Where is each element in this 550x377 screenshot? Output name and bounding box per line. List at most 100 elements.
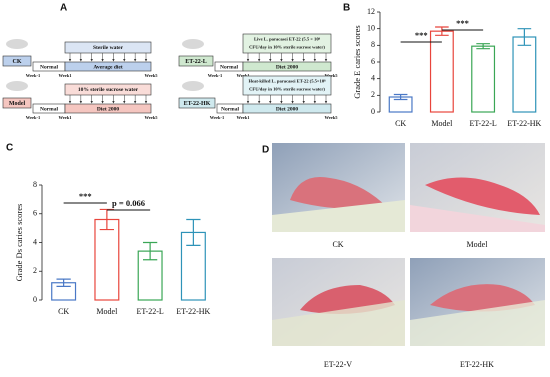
y-tick-label: 12 bbox=[367, 7, 375, 16]
treatment-box bbox=[64, 41, 152, 54]
x-tick-label: CK bbox=[58, 307, 69, 316]
arrow-head bbox=[302, 101, 305, 104]
arrow-head bbox=[90, 59, 93, 62]
week-label: Week-1 bbox=[210, 115, 225, 120]
x-tick-label: ET-22-L bbox=[469, 119, 496, 128]
photo-base bbox=[410, 300, 545, 346]
treatment-label: 10% sterile sucrose water bbox=[78, 87, 139, 93]
week-label: Week1 bbox=[237, 115, 251, 120]
mouse-icon bbox=[182, 81, 204, 91]
arrow-head bbox=[269, 101, 272, 104]
diet-box bbox=[242, 61, 332, 72]
arrow-head bbox=[68, 101, 72, 104]
y-tick-label: 2 bbox=[33, 266, 37, 275]
arrow-head bbox=[101, 101, 104, 104]
arrow-head bbox=[112, 59, 115, 62]
arrow-head bbox=[291, 101, 294, 104]
significance-label: *** bbox=[79, 191, 92, 201]
arrow-head bbox=[133, 59, 137, 62]
y-tick-label: 6 bbox=[371, 57, 375, 66]
diet-label: Diet 2000 bbox=[276, 106, 298, 112]
panel-label: D bbox=[262, 145, 269, 156]
x-tick-label: ET-22-HK bbox=[507, 119, 541, 128]
arrow-head bbox=[280, 101, 283, 104]
diet-box bbox=[64, 61, 152, 72]
panel-label: B bbox=[343, 3, 350, 14]
significance-label: p = 0.066 bbox=[112, 198, 145, 208]
photo-jaw bbox=[430, 284, 535, 312]
week-label: Week1 bbox=[237, 73, 251, 78]
arrow-head bbox=[79, 101, 83, 104]
y-tick-label: 8 bbox=[33, 180, 37, 189]
week-label: Week-1 bbox=[26, 115, 41, 120]
arrow-head bbox=[79, 59, 83, 62]
week-label: Week1 bbox=[59, 115, 73, 120]
error-bar bbox=[476, 43, 490, 50]
group-box bbox=[2, 97, 32, 109]
error-bar bbox=[393, 93, 408, 101]
arrow-head bbox=[90, 101, 93, 104]
y-tick-label: 0 bbox=[33, 295, 37, 304]
error-bar bbox=[517, 28, 532, 46]
y-tick-label: 0 bbox=[371, 107, 375, 116]
photo-base bbox=[410, 205, 545, 232]
photo-label: ET-22-HK bbox=[460, 360, 494, 369]
arrow-head bbox=[257, 59, 261, 62]
week-label: Week5 bbox=[325, 73, 339, 78]
arrow-head bbox=[324, 101, 328, 104]
bar bbox=[512, 36, 537, 113]
phase-label: Normal bbox=[220, 64, 238, 70]
arrow-head bbox=[302, 59, 305, 62]
week-label: Week5 bbox=[145, 115, 159, 120]
y-tick-label: 6 bbox=[33, 209, 37, 218]
treatment-label: Live L. paracasei ET-22 (5.5 × 10⁸ bbox=[254, 37, 321, 42]
phase-label: Normal bbox=[221, 106, 239, 112]
diet-box bbox=[242, 103, 332, 114]
x-tick-label: CK bbox=[395, 119, 406, 128]
arrow-head bbox=[269, 59, 272, 62]
arrow-head bbox=[133, 101, 137, 104]
group-box bbox=[2, 55, 32, 67]
arrow-head bbox=[68, 59, 72, 62]
error-bar bbox=[99, 208, 115, 231]
bar bbox=[94, 218, 120, 301]
mouse-icon bbox=[182, 39, 204, 49]
photo-jaw bbox=[290, 176, 385, 209]
significance-label: *** bbox=[415, 30, 428, 40]
photo-label: CK bbox=[332, 240, 343, 249]
x-tick-label: Model bbox=[431, 119, 453, 128]
arrow-head bbox=[144, 101, 148, 104]
arrow-head bbox=[313, 59, 317, 62]
arrow-head bbox=[324, 59, 328, 62]
arrow-head bbox=[257, 101, 261, 104]
week-label: Week-1 bbox=[208, 73, 223, 78]
arrow-head bbox=[123, 101, 126, 104]
y-tick-label: 8 bbox=[371, 40, 375, 49]
y-tick-label: 4 bbox=[371, 73, 375, 82]
diet-label: Average diet bbox=[93, 64, 123, 70]
photo-label: Model bbox=[467, 240, 489, 249]
arrow-head bbox=[291, 59, 294, 62]
diet-label: Diet 2000 bbox=[276, 64, 298, 70]
treatment-box bbox=[64, 83, 152, 96]
treatment-box bbox=[242, 33, 332, 54]
week-label: Week-1 bbox=[26, 73, 41, 78]
y-tick-label: 10 bbox=[367, 23, 375, 32]
group-name: ET-22-L bbox=[185, 59, 206, 65]
mouse-icon bbox=[6, 81, 28, 91]
diet-box bbox=[64, 103, 152, 114]
group-name: ET-22-HK bbox=[184, 101, 211, 107]
photo-label: ET-22-V bbox=[324, 360, 352, 369]
arrow-head bbox=[112, 101, 115, 104]
photo-base bbox=[272, 300, 405, 346]
arrow-head bbox=[246, 59, 250, 62]
week-label: Week1 bbox=[59, 73, 73, 78]
x-tick-label: ET-22-L bbox=[136, 307, 163, 316]
error-bar bbox=[142, 241, 158, 261]
significance-label: *** bbox=[456, 18, 469, 28]
y-axis-label: Grade E caries scores bbox=[352, 25, 362, 98]
panel-label: A bbox=[60, 3, 67, 14]
mouse-icon bbox=[6, 39, 28, 49]
treatment-label: CFU/day in 10% sterile sucrose water) bbox=[249, 87, 325, 92]
